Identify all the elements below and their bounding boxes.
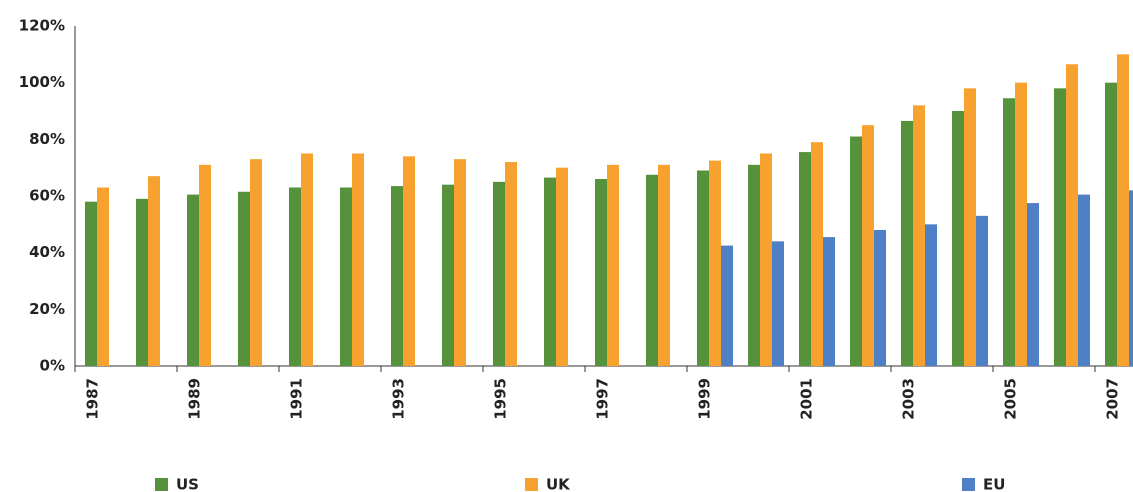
x-tick-label: 1999 — [696, 378, 714, 420]
bar — [1105, 82, 1117, 367]
legend-label: EU — [983, 476, 1005, 492]
bar — [1066, 64, 1078, 366]
bar — [199, 164, 211, 366]
x-tick-label: 2001 — [798, 378, 816, 420]
bar — [454, 159, 466, 366]
bar — [697, 170, 709, 366]
bar — [850, 136, 862, 366]
bar — [391, 186, 403, 366]
bar — [913, 105, 925, 366]
bar — [607, 164, 619, 366]
y-tick-label: 0% — [40, 357, 65, 375]
x-tick-label: 1987 — [84, 378, 102, 420]
bar — [1054, 88, 1066, 366]
bar — [1027, 203, 1039, 366]
x-tick-label: 2003 — [900, 378, 918, 420]
y-tick-label: 60% — [29, 187, 65, 205]
bar — [148, 176, 160, 366]
bar — [136, 198, 148, 366]
bar — [403, 156, 415, 366]
bar — [505, 162, 517, 366]
bar — [772, 241, 784, 366]
x-tick-label: 2005 — [1002, 378, 1020, 420]
bar — [760, 153, 772, 366]
bar — [646, 174, 658, 366]
bar — [442, 184, 454, 366]
bar — [799, 152, 811, 366]
bar — [1129, 190, 1133, 366]
bar — [874, 230, 886, 366]
bar — [811, 142, 823, 366]
bar — [709, 160, 721, 366]
legend-swatch — [525, 478, 538, 491]
bar — [658, 164, 670, 366]
bar — [823, 237, 835, 366]
x-tick-label: 2007 — [1104, 378, 1122, 420]
y-tick-label: 100% — [19, 73, 65, 91]
y-tick-label: 120% — [19, 17, 65, 35]
bar — [544, 177, 556, 366]
bar — [1078, 194, 1090, 366]
bar — [340, 187, 352, 366]
bar — [595, 179, 607, 366]
y-tick-label: 20% — [29, 300, 65, 318]
bar — [748, 164, 760, 366]
bar — [901, 120, 913, 367]
bar — [1117, 54, 1129, 366]
bar — [952, 111, 964, 366]
bar — [556, 167, 568, 366]
bar — [1003, 98, 1015, 366]
bar — [721, 245, 733, 366]
bar — [976, 215, 988, 366]
bar — [1015, 82, 1027, 367]
bar — [85, 201, 97, 366]
x-tick-label: 1997 — [594, 378, 612, 420]
bar — [250, 159, 262, 366]
legend-swatch — [962, 478, 975, 491]
bar — [964, 88, 976, 366]
legend-swatch — [155, 478, 168, 491]
bar — [925, 224, 937, 366]
bar — [97, 187, 109, 366]
bar — [187, 194, 199, 366]
legend-label: US — [176, 476, 199, 492]
bar — [352, 153, 364, 366]
x-tick-label: 1993 — [390, 378, 408, 420]
x-tick-label: 1989 — [186, 378, 204, 420]
y-tick-label: 40% — [29, 243, 65, 261]
bar — [862, 125, 874, 367]
y-tick-label: 80% — [29, 130, 65, 148]
bar — [238, 191, 250, 366]
bar — [493, 181, 505, 366]
bar — [301, 153, 313, 366]
x-tick-label: 1995 — [492, 378, 510, 420]
legend-label: UK — [546, 476, 571, 492]
bar — [289, 187, 301, 366]
x-tick-label: 1991 — [288, 378, 306, 420]
